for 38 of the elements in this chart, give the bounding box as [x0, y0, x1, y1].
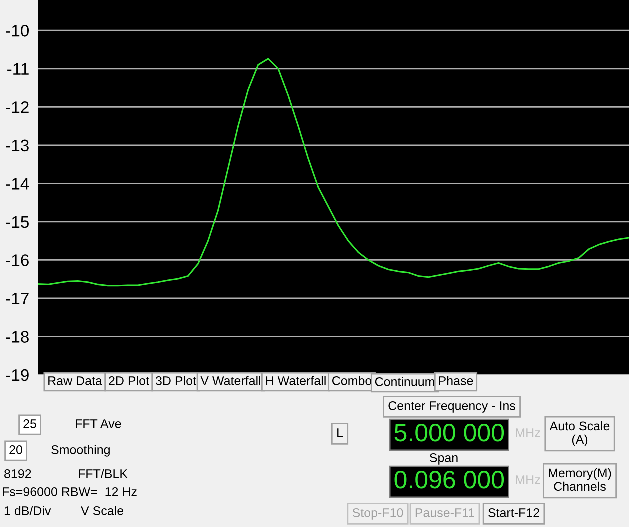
y-tick-label: -13: [6, 140, 29, 152]
text: Continuum: [375, 377, 434, 386]
line-series: [38, 58, 629, 287]
text: Center Frequency - Ins: [388, 402, 516, 413]
y-tick-label: -19: [6, 369, 29, 382]
text: Auto Scale (A): [550, 421, 610, 447]
text: Pause-F11: [416, 508, 475, 518]
y-tick-label: -11: [8, 63, 29, 75]
text: 25: [24, 420, 36, 428]
text: 5.000 000: [394, 424, 504, 442]
text: 3D Plot: [156, 376, 196, 386]
y-tick-label: -12: [6, 102, 29, 114]
text: FFT/BLK: [79, 469, 128, 478]
text: V Waterfall: [200, 376, 260, 386]
text: H Waterfall: [266, 376, 326, 386]
y-tick-label: -17: [6, 293, 29, 305]
text: 20: [10, 446, 22, 454]
text: Start-F12: [488, 508, 540, 518]
text: L: [338, 428, 344, 438]
text: 2D Plot: [109, 376, 150, 386]
y-tick-label: -18: [6, 331, 29, 343]
text: 8192: [4, 470, 32, 478]
text: FFT Ave: [76, 420, 122, 428]
text: Smoothing: [52, 445, 110, 457]
y-tick-label: -16: [6, 254, 29, 266]
text: V Scale: [81, 506, 124, 516]
y-tick-label: -10: [6, 25, 30, 37]
text: Phase: [439, 376, 474, 386]
y-tick-label: -15: [6, 216, 29, 228]
text: Combo: [332, 376, 372, 386]
text: 0.096 000: [394, 471, 504, 489]
text: Raw Data: [48, 376, 102, 386]
y-tick-label: -14: [6, 178, 30, 190]
text: Fs=96000 RBW= 12 Hz: [3, 488, 137, 496]
text: Stop-F10: [352, 508, 404, 520]
text: Span: [430, 454, 458, 465]
text: 1 dB/Div: [4, 506, 52, 516]
text: Memory(M) Channels: [549, 468, 612, 492]
